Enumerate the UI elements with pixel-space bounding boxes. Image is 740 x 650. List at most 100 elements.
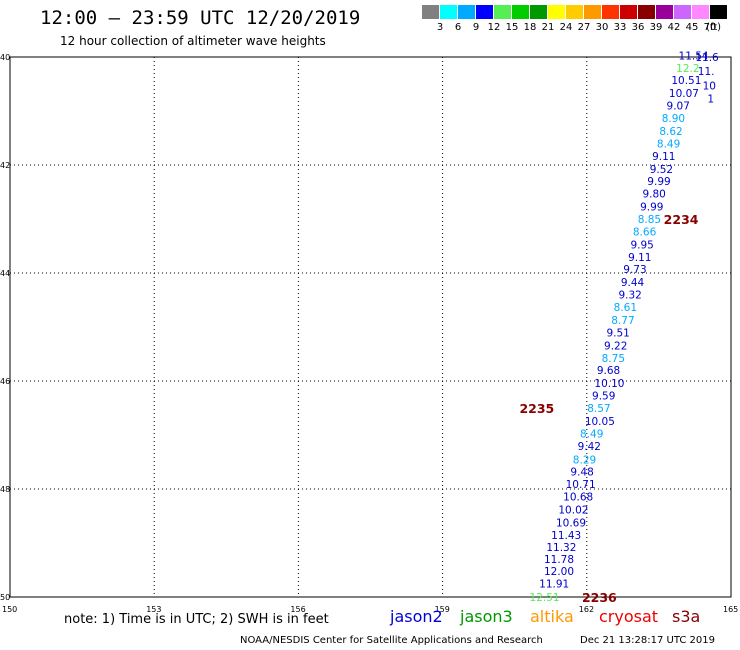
wave-height-value: 11.32 — [546, 542, 576, 554]
wave-height-value: 11.6 — [695, 52, 719, 64]
wave-height-value: 9.48 — [570, 467, 593, 479]
wave-height-value: 10.07 — [669, 88, 699, 100]
wave-height-value: 9.11 — [652, 151, 675, 163]
wave-height-value: 10.71 — [566, 479, 596, 491]
mission-cryosat: cryosat — [599, 607, 659, 626]
wave-height-value: 8.61 — [614, 302, 637, 314]
wave-height-value: 10.10 — [594, 378, 624, 390]
legend-label: 30 — [595, 22, 609, 33]
legend-swatch — [458, 5, 475, 19]
legend-label: 27 — [577, 22, 591, 33]
generated-timestamp: Dec 21 13:28:17 UTC 2019 — [580, 635, 715, 646]
wave-height-value: 9.11 — [628, 252, 651, 264]
legend-swatch — [584, 5, 601, 19]
legend-label: 39 — [649, 22, 663, 33]
page-title: 12:00 – 23:59 UTC 12/20/2019 — [40, 7, 361, 29]
legend-swatch — [440, 5, 457, 19]
wave-height-value: 10.69 — [556, 517, 586, 529]
legend-label: 42 — [667, 22, 681, 33]
wave-height-value: 11.78 — [544, 554, 574, 566]
legend-label: 9 — [472, 22, 480, 33]
wave-height-value: 8.75 — [602, 353, 625, 365]
wave-height-value: 9.68 — [597, 365, 620, 377]
footer-note: note: 1) Time is in UTC; 2) SWH is in fe… — [64, 612, 329, 627]
wave-height-value: 8.85 — [638, 214, 661, 226]
legend-swatch — [548, 5, 565, 19]
wave-height-value: 9.95 — [630, 239, 653, 251]
wave-height-value: 9.99 — [647, 176, 670, 188]
legend-swatch — [692, 5, 709, 19]
legend-swatch — [422, 5, 439, 19]
wave-height-value: 12.2 — [676, 63, 699, 75]
pass-time-label: 2235 — [519, 401, 554, 416]
wave-height-value: 8.77 — [611, 315, 634, 327]
legend-swatch — [710, 5, 727, 19]
wave-height-value: 8.57 — [587, 403, 610, 415]
legend-swatch — [566, 5, 583, 19]
wave-height-value: 12.00 — [544, 566, 574, 578]
wave-height-value: 9.99 — [640, 202, 663, 214]
wave-height-value: 10.68 — [563, 492, 593, 504]
wave-height-value: 11.54 — [679, 50, 709, 62]
legend-swatch — [638, 5, 655, 19]
wave-height-value: 9.73 — [623, 264, 646, 276]
lat-tick-label: 44 — [0, 269, 10, 278]
wave-height-value: 10 — [703, 81, 716, 93]
color-scale-legend: 3 6 9 12 15 18 21 24 27 30 33 36 39 42 45 70 (ft) — [422, 5, 740, 35]
wave-height-value: 8.90 — [662, 113, 685, 125]
wave-height-value: 11. — [698, 66, 715, 78]
wave-height-value: 9.32 — [618, 290, 641, 302]
credit-text: NOAA/NESDIS Center for Satellite Applica… — [240, 635, 543, 646]
wave-height-value: 10.05 — [585, 416, 615, 428]
lat-tick-label: 50 — [0, 593, 10, 602]
legend-label: 18 — [523, 22, 537, 33]
legend-label: 70 — [703, 22, 717, 33]
mission-jason3: jason3 — [460, 607, 513, 626]
lon-tick-label: 153 — [146, 605, 161, 614]
wave-height-value: 9.42 — [578, 441, 601, 453]
legend-label: 36 — [631, 22, 645, 33]
legend-swatch — [530, 5, 547, 19]
legend-label: 45 — [685, 22, 699, 33]
wave-height-value: 9.51 — [606, 327, 629, 339]
map-frame — [9, 56, 732, 598]
legend-swatch — [512, 5, 529, 19]
wave-height-value: 11.43 — [551, 530, 581, 542]
legend-label: 21 — [541, 22, 555, 33]
legend-label: 15 — [505, 22, 519, 33]
wave-height-value: 8.49 — [580, 428, 603, 440]
legend-unit: (ft) — [706, 22, 722, 33]
lon-tick-label: 162 — [579, 605, 594, 614]
legend-label: 12 — [487, 22, 501, 33]
lat-tick-label: 40 — [0, 53, 10, 62]
wave-height-value: 9.07 — [667, 101, 690, 113]
legend-swatch — [602, 5, 619, 19]
lon-tick-label: 150 — [2, 605, 17, 614]
wave-height-value: 8.29 — [573, 454, 596, 466]
legend-swatch — [620, 5, 637, 19]
wave-height-value: 10.51 — [671, 75, 701, 87]
wave-height-value: 12.51 — [530, 592, 560, 604]
wave-height-value: 9.44 — [621, 277, 645, 289]
wave-height-value: 9.80 — [642, 189, 665, 201]
lon-tick-label: 159 — [435, 605, 450, 614]
mission-jason2: jason2 — [390, 607, 443, 626]
legend-swatch — [656, 5, 673, 19]
lat-tick-label: 46 — [0, 377, 10, 386]
lon-tick-label: 165 — [723, 605, 738, 614]
wave-height-value: 8.66 — [633, 226, 657, 238]
legend-label: 3 — [436, 22, 444, 33]
mission-altika: altika — [530, 607, 574, 626]
pass-time-label: 2236 — [582, 590, 617, 605]
pass-time-label: 2234 — [664, 212, 699, 227]
wave-height-value: 9.22 — [604, 340, 627, 352]
legend-swatch — [476, 5, 493, 19]
lon-tick-label: 156 — [290, 605, 305, 614]
legend-label: 24 — [559, 22, 573, 33]
wave-height-value: 10.02 — [558, 505, 588, 517]
legend-label: 6 — [454, 22, 462, 33]
wave-height-value: 1 — [707, 94, 714, 106]
legend-swatch — [494, 5, 511, 19]
